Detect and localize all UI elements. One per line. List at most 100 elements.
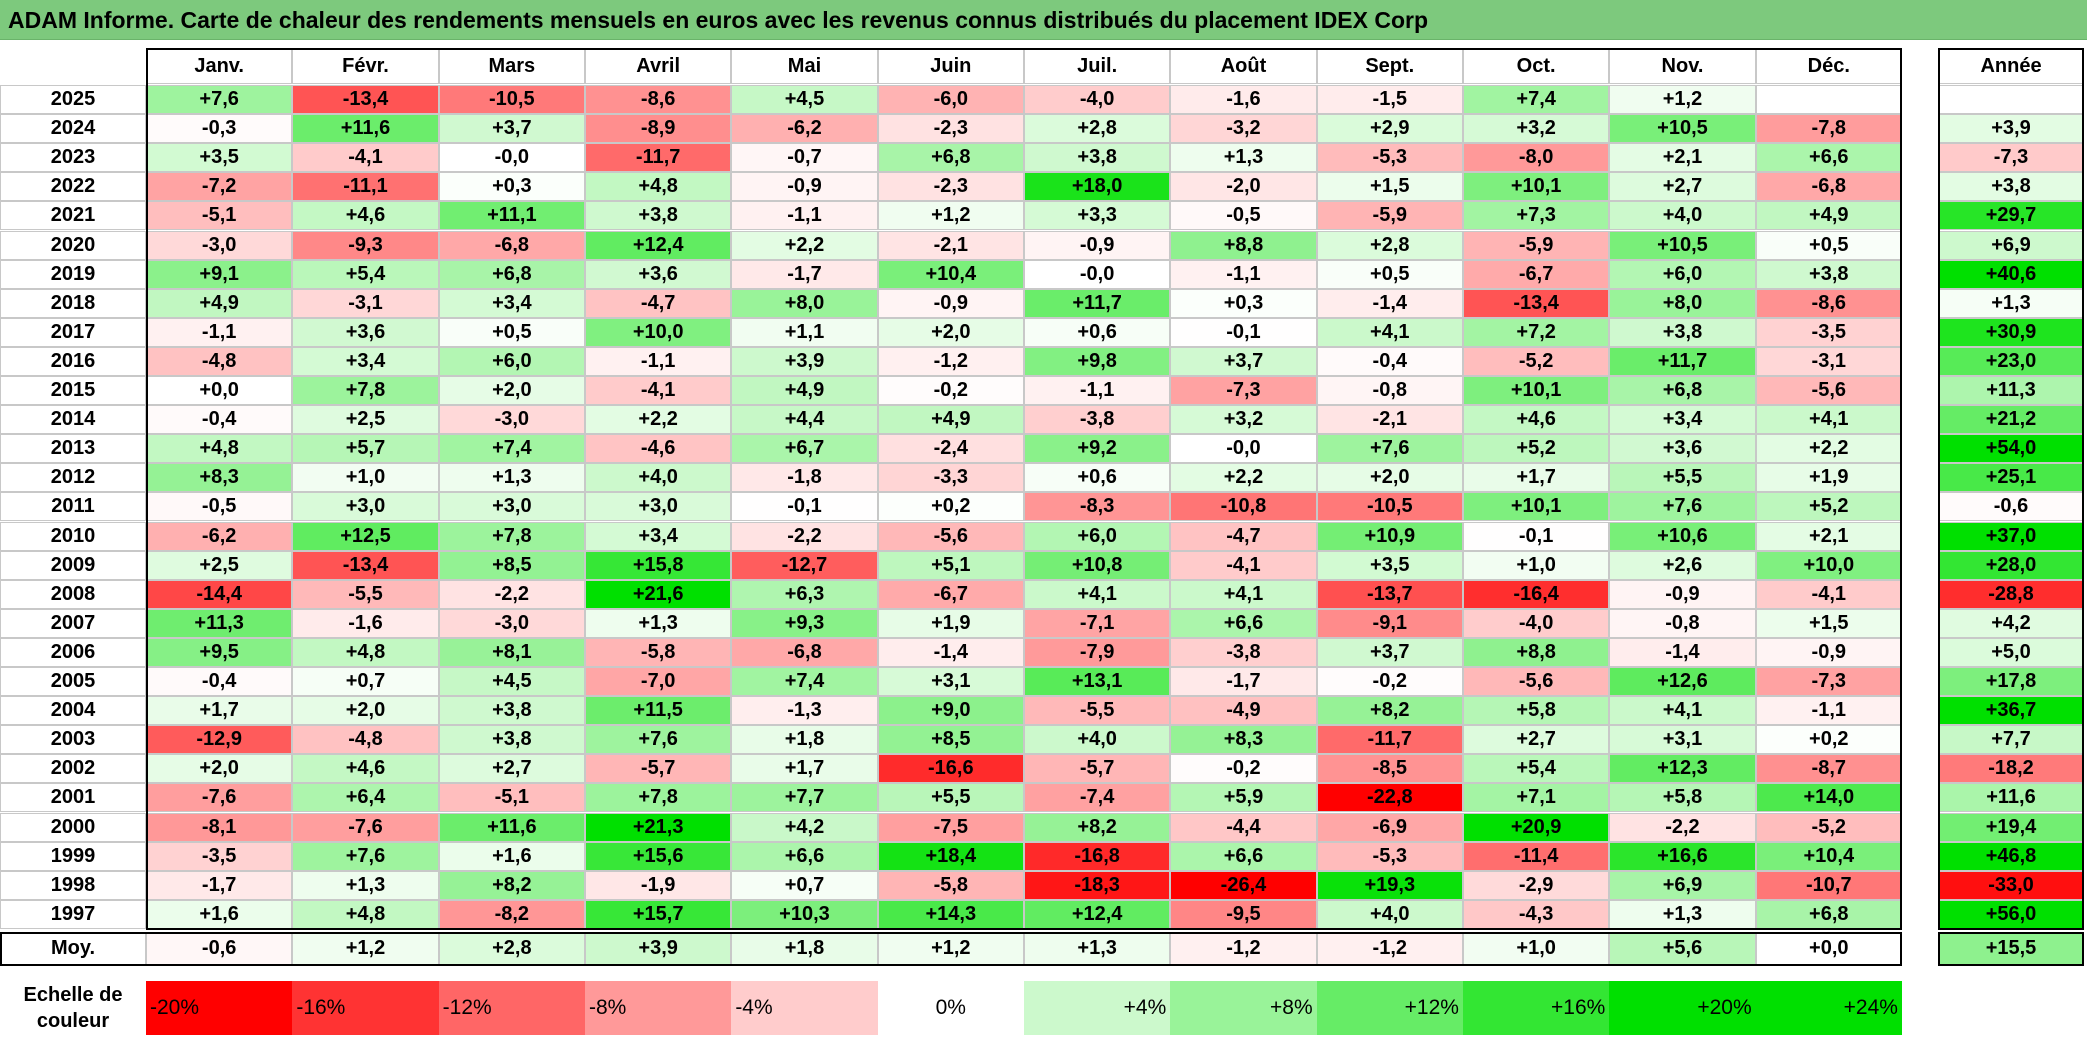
heatmap-cell: +7,6 (584, 725, 732, 755)
heatmap-cell: +4,0 (584, 463, 732, 493)
heatmap-cell: +2,2 (1755, 434, 1902, 464)
heatmap-cell: -5,5 (1023, 696, 1171, 726)
heatmap-cell: -1,4 (1316, 288, 1463, 318)
year-label: 1997 (0, 899, 146, 929)
heatmap-cell: -2,4 (877, 434, 1024, 464)
heatmap-cell: +4,9 (1755, 201, 1902, 231)
heatmap-cell: +16,6 (1609, 841, 1756, 871)
heatmap-cell: -9,3 (292, 230, 439, 260)
heatmap-cell: +3,4 (1609, 405, 1756, 435)
heatmap-cell: -0,4 (146, 667, 293, 697)
heatmap-cell: -1,4 (1609, 637, 1756, 667)
year-label: 2007 (0, 608, 146, 638)
heatmap-cell: +10,0 (584, 317, 732, 347)
heatmap-cell: +10,1 (1462, 376, 1610, 406)
heatmap-cell: -0,0 (1023, 259, 1171, 289)
heatmap-cell: -0,1 (1462, 521, 1610, 551)
year-label: 2021 (0, 201, 146, 231)
heatmap-cell: -5,7 (584, 754, 732, 784)
month-header: Nov. (1609, 48, 1756, 84)
year-label: 2018 (0, 288, 146, 318)
heatmap-cell: -0,9 (731, 172, 878, 202)
year-label: 2013 (0, 434, 146, 464)
heatmap-cell: +0,6 (1023, 317, 1171, 347)
heatmap-cell: +9,0 (877, 696, 1024, 726)
year-label: 2002 (0, 754, 146, 784)
heatmap-cell: +6,7 (731, 434, 878, 464)
heatmap-cell: +11,1 (438, 201, 585, 231)
heatmap-cell: -8,5 (1316, 754, 1463, 784)
annual-cell: +17,8 (1938, 667, 2084, 697)
heatmap-cell: -1,2 (877, 346, 1024, 376)
heatmap-cell: -1,7 (731, 259, 878, 289)
heatmap-cell: +1,3 (1609, 899, 1756, 929)
year-label: 2016 (0, 346, 146, 376)
heatmap-cell: +4,5 (438, 667, 585, 697)
heatmap-cell: -9,5 (1170, 899, 1317, 929)
heatmap-cell: -6,8 (731, 637, 878, 667)
year-label: 2004 (0, 696, 146, 726)
heatmap-cell: +2,0 (877, 317, 1024, 347)
year-label: 2019 (0, 259, 146, 289)
heatmap-cell: -0,9 (1609, 579, 1756, 609)
heatmap-cell: +15,7 (584, 899, 732, 929)
heatmap-cell: -7,5 (877, 812, 1024, 842)
heatmap-cell: +4,9 (877, 405, 1024, 435)
heatmap-cell: -16,4 (1462, 579, 1610, 609)
heatmap-cell: +1,2 (877, 201, 1024, 231)
heatmap-cell: +5,7 (292, 434, 439, 464)
heatmap-cell: -3,5 (1755, 317, 1902, 347)
heatmap-cell: +12,6 (1609, 667, 1756, 697)
heatmap-cell: +12,4 (1023, 899, 1171, 929)
heatmap-cell: -4,3 (1462, 899, 1610, 929)
heatmap-cell: +4,0 (1023, 725, 1171, 755)
heatmap-cell: +7,7 (731, 783, 878, 813)
heatmap-cell: +7,8 (438, 521, 585, 551)
heatmap-cell: +8,3 (1170, 725, 1317, 755)
heatmap-cell: -5,9 (1316, 201, 1463, 231)
heatmap-cell: -0,0 (438, 143, 585, 173)
heatmap-cell: +8,8 (1462, 637, 1610, 667)
year-label: 2011 (0, 492, 146, 522)
heatmap-cell: +8,2 (438, 870, 585, 900)
heatmap-cell: -2,1 (1316, 405, 1463, 435)
heatmap-cell: -1,9 (584, 870, 732, 900)
year-label: 2003 (0, 725, 146, 755)
heatmap-cell: +0,3 (438, 172, 585, 202)
heatmap-cell: +3,4 (584, 521, 732, 551)
heatmap-cell: -5,5 (292, 579, 439, 609)
color-scale-step: -8% (584, 981, 732, 1035)
heatmap-cell: +7,6 (1609, 492, 1756, 522)
heatmap-cell: -4,4 (1170, 812, 1317, 842)
heatmap-cell: -12,7 (731, 550, 878, 580)
annual-cell: +40,6 (1938, 259, 2084, 289)
heatmap-cell: +2,8 (1316, 230, 1463, 260)
annual-cell: +11,3 (1938, 376, 2084, 406)
heatmap-cell: +2,0 (292, 696, 439, 726)
heatmap-cell: +0,7 (731, 870, 878, 900)
heatmap-cell: +0,7 (292, 667, 439, 697)
heatmap-cell: +4,1 (1755, 405, 1902, 435)
month-header: Avril (584, 48, 732, 84)
annual-cell: -7,3 (1938, 143, 2084, 173)
color-scale-step: -20% (146, 981, 293, 1035)
annual-cell: +7,7 (1938, 725, 2084, 755)
annual-cell: +28,0 (1938, 550, 2084, 580)
heatmap-cell: -5,7 (1023, 754, 1171, 784)
year-label: 2024 (0, 114, 146, 144)
heatmap-cell: -0,5 (146, 492, 293, 522)
heatmap-cell: -11,1 (292, 172, 439, 202)
average-cell: +1,8 (731, 931, 878, 966)
year-label: 2017 (0, 317, 146, 347)
heatmap-cell: +4,5 (731, 85, 878, 115)
heatmap-cell: +3,9 (731, 346, 878, 376)
color-scale-step: +12% (1316, 981, 1463, 1035)
heatmap-cell: -6,9 (1316, 812, 1463, 842)
heatmap-cell: +4,2 (731, 812, 878, 842)
heatmap-cell: +5,8 (1609, 783, 1756, 813)
heatmap-cell: -0,5 (1170, 201, 1317, 231)
heatmap-cell: +4,6 (292, 201, 439, 231)
heatmap-cell: +5,5 (877, 783, 1024, 813)
heatmap-cell: -5,9 (1462, 230, 1610, 260)
heatmap-cell: +3,3 (1023, 201, 1171, 231)
